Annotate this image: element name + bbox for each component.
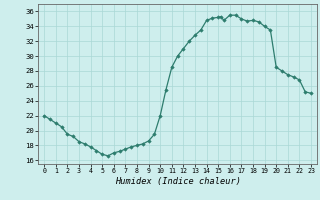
X-axis label: Humidex (Indice chaleur): Humidex (Indice chaleur): [115, 177, 241, 186]
